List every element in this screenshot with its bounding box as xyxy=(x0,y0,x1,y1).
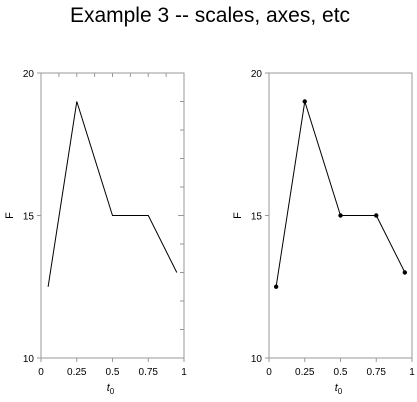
y-tick-label: 15 xyxy=(251,212,263,223)
data-point xyxy=(273,284,279,289)
data-point xyxy=(302,99,307,104)
x-tick-label: 0.5 xyxy=(106,367,120,378)
x-axis-label-subscript: 0 xyxy=(110,387,115,396)
x-tick-label: 1 xyxy=(409,367,415,378)
x-tick-label: 0.75 xyxy=(139,367,159,378)
x-axis-label: t0 xyxy=(107,382,115,396)
data-point xyxy=(338,213,343,218)
x-tick-label: 0 xyxy=(266,367,272,378)
y-tick-label: 15 xyxy=(23,212,35,223)
x-tick-label: 0 xyxy=(38,367,44,378)
y-axis-label: F xyxy=(4,212,16,219)
figure-title: Example 3 -- scales, axes, etc xyxy=(70,4,350,27)
x-axis-label-subscript: 0 xyxy=(338,387,343,396)
y-tick-label: 10 xyxy=(23,354,35,365)
x-tick-label: 0.25 xyxy=(295,367,315,378)
data-point xyxy=(374,213,379,218)
x-axis-label-main: t xyxy=(335,382,339,394)
x-tick-label: 1 xyxy=(181,367,187,378)
x-tick-label: 0.5 xyxy=(334,367,348,378)
series-line xyxy=(47,101,178,287)
series-line xyxy=(275,101,406,287)
x-tick-label: 0.75 xyxy=(367,367,387,378)
y-tick-label: 20 xyxy=(23,69,35,80)
x-tick-label: 0.25 xyxy=(67,367,87,378)
x-axis-label: t0 xyxy=(335,382,343,396)
y-axis-label: F xyxy=(232,212,244,219)
x-axis-label-main: t xyxy=(107,382,111,394)
y-tick-label: 10 xyxy=(251,354,263,365)
data-point xyxy=(402,270,408,275)
y-tick-label: 20 xyxy=(251,69,263,80)
